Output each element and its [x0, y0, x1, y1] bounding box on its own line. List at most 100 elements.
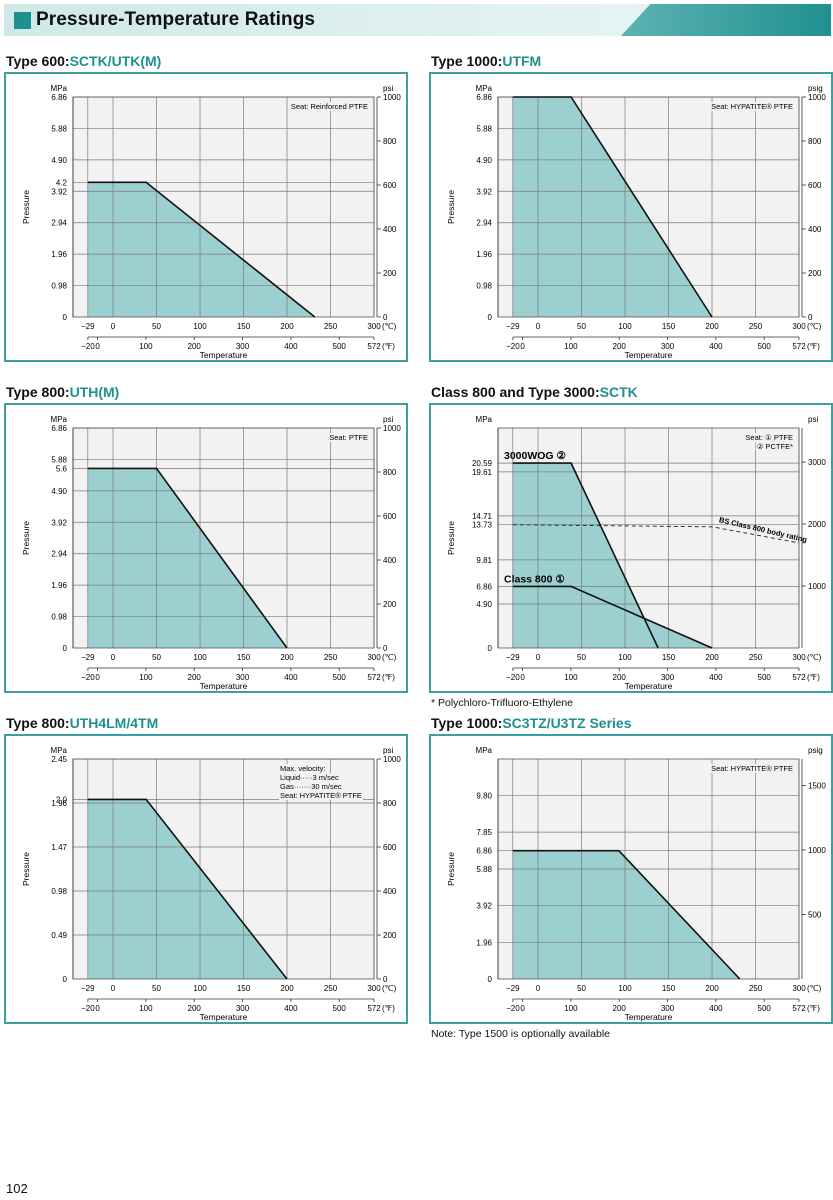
- c4-annotation-1: ② PCTFE*: [757, 442, 793, 451]
- c4-series-2-area: [512, 586, 712, 648]
- c3-f-tick-5: 400: [284, 673, 298, 682]
- c4-f-tick-2: 100: [564, 673, 578, 682]
- c6-c-tick-2: 50: [577, 984, 586, 993]
- c2-left-tick-7: 0: [488, 313, 493, 322]
- c1-c-tick-3: 100: [193, 322, 207, 331]
- c6-right-tick-1: 1000: [808, 846, 826, 855]
- c3-f-tick-2: 100: [139, 673, 153, 682]
- c3-right-tick-4: 200: [383, 600, 397, 609]
- c4-annotation-bg-0: [744, 433, 794, 442]
- c6-c-tick-1: 0: [536, 984, 541, 993]
- c4-bs-rating-line: [512, 524, 800, 544]
- c1-right-tick-1: 800: [383, 137, 397, 146]
- c4-c-tick-6: 250: [749, 653, 763, 662]
- c2-right-tick-1: 800: [808, 137, 822, 146]
- chart-1-frame: 6.86 5.88 4.90 4.2 3.92 2.94 1.96 0.98 0 MPa 1000 8…: [4, 72, 408, 362]
- c3-right-tick-3: 400: [383, 556, 397, 565]
- c4-annotation-0: Seat: ① PTFE: [745, 433, 793, 442]
- c2-right-tick-4: 200: [808, 269, 822, 278]
- c3-left-tick-6: 1.96: [51, 581, 67, 590]
- c5-left-tick-4: 0.98: [51, 887, 67, 896]
- chart-3-title: Type 800:UTH(M): [6, 384, 119, 400]
- c3-left-tick-3: 4.90: [51, 487, 67, 496]
- c6-right-unit: psig: [808, 746, 823, 755]
- c6-f-tick-1: 0: [520, 1004, 525, 1013]
- c1-left-tick-6: 1.96: [51, 250, 67, 259]
- c3-annotation-0: Seat: PTFE: [329, 433, 368, 442]
- header-accent-band: [621, 4, 831, 36]
- page-number: 102: [6, 1181, 28, 1196]
- c4-c-unit: (℃): [807, 653, 822, 662]
- c5-left-tick-3: 1.47: [51, 843, 67, 852]
- c6-f-unit: (℉): [807, 1004, 820, 1013]
- header-square-icon: [14, 12, 31, 29]
- c6-f-tick-3: 200: [613, 1004, 627, 1013]
- c3-y-axis-label: Pressure: [21, 521, 31, 555]
- c3-left-unit: MPa: [51, 415, 68, 424]
- c2-c-tick-6: 250: [749, 322, 763, 331]
- c3-left-tick-5: 2.94: [51, 550, 67, 559]
- c4-left-tick-2: 14.71: [472, 512, 493, 521]
- c1-right-tick-4: 200: [383, 269, 397, 278]
- chart-6-svg: 9.807.856.865.883.921.960MPa15001000500p…: [446, 746, 826, 1022]
- c1-f-tick-5: 400: [284, 342, 298, 351]
- c5-annotation-bg-3: [279, 791, 363, 800]
- c2-f-tick-5: 400: [709, 342, 723, 351]
- c2-x-axis-label: Temperature: [625, 350, 673, 360]
- c5-f-tick-4: 300: [236, 1004, 250, 1013]
- c4-f-tick-5: 400: [709, 673, 723, 682]
- chart-6-title-model: SC3TZ/U3TZ Series: [502, 715, 632, 731]
- c1-left-tick-2: 4.90: [51, 156, 67, 165]
- c4-left-tick-0: 20.59: [472, 459, 493, 468]
- c5-left-tick-1: 2.0: [56, 795, 68, 804]
- c1-right-tick-3: 400: [383, 225, 397, 234]
- c2-c-tick-4: 150: [662, 322, 676, 331]
- c3-c-tick-0: −29: [81, 653, 95, 662]
- chart-6-frame: 9.80 7.85 6.86 5.88 3.92 1.96 0 MPa 1500 1000 500 p…: [429, 734, 833, 1024]
- c1-c-tick-6: 250: [324, 322, 338, 331]
- c3-left-tick-7: 0.98: [51, 613, 67, 622]
- c6-left-tick-1: 7.85: [476, 828, 492, 837]
- c1-c-tick-1: 0: [111, 322, 116, 331]
- page-header: Pressure-Temperature Ratings: [4, 4, 831, 36]
- c4-right-tick-0: 3000: [808, 458, 826, 467]
- c4-f-tick-4: 300: [661, 673, 675, 682]
- c3-c-tick-6: 250: [324, 653, 338, 662]
- c3-f-tick-3: 200: [188, 673, 202, 682]
- c6-f-tick-0: −20: [506, 1004, 520, 1013]
- c1-f-unit: (℉): [382, 342, 395, 351]
- c3-c-tick-5: 200: [280, 653, 294, 662]
- c2-f-tick-6: 500: [758, 342, 772, 351]
- c5-right-tick-5: 0: [383, 975, 388, 984]
- c2-series-1-line: [512, 96, 713, 318]
- c2-right-tick-3: 400: [808, 225, 822, 234]
- c5-f-tick-1: 0: [95, 1004, 100, 1013]
- c3-annotation-bg-0: [328, 433, 369, 442]
- chart-4-title: Class 800 and Type 3000:SCTK: [431, 384, 638, 400]
- c1-c-tick-2: 50: [152, 322, 161, 331]
- chart-5-svg: 2.452.01.961.470.980.490MPa1000800600400…: [21, 746, 401, 1022]
- chart-4-title-colon: :: [594, 384, 600, 400]
- c2-left-tick-3: 3.92: [476, 187, 492, 196]
- c5-c-tick-1: 0: [111, 984, 116, 993]
- c6-left-tick-2: 6.86: [476, 847, 492, 856]
- c2-left-tick-4: 2.94: [476, 219, 492, 228]
- c2-y-axis-label: Pressure: [446, 190, 456, 224]
- c5-annotation-1: Liquid·····3 m/sec: [280, 773, 339, 782]
- c3-right-tick-5: 0: [383, 644, 388, 653]
- c6-left-tick-6: 0: [488, 975, 493, 984]
- c4-f-tick-7: 572: [792, 673, 806, 682]
- c5-left-tick-0: 2.45: [51, 755, 67, 764]
- c4-left-tick-1: 19.61: [472, 468, 493, 477]
- chart-5-frame: 2.45 2.0 1.96 1.47 0.98 0.49 0 MPa 1000 800 600 400…: [4, 734, 408, 1024]
- c3-f-unit: (℉): [382, 673, 395, 682]
- c2-left-tick-0: 6.86: [476, 93, 492, 102]
- c1-left-tick-4: 3.92: [51, 187, 67, 196]
- c4-c-tick-7: 300: [792, 653, 806, 662]
- c1-y-axis-label: Pressure: [21, 190, 31, 224]
- c1-c-tick-7: 300: [367, 322, 381, 331]
- chart-6-title-type: Type 1000: [431, 715, 498, 731]
- c5-series-1-line: [87, 798, 288, 980]
- c3-right-unit: psi: [383, 415, 393, 424]
